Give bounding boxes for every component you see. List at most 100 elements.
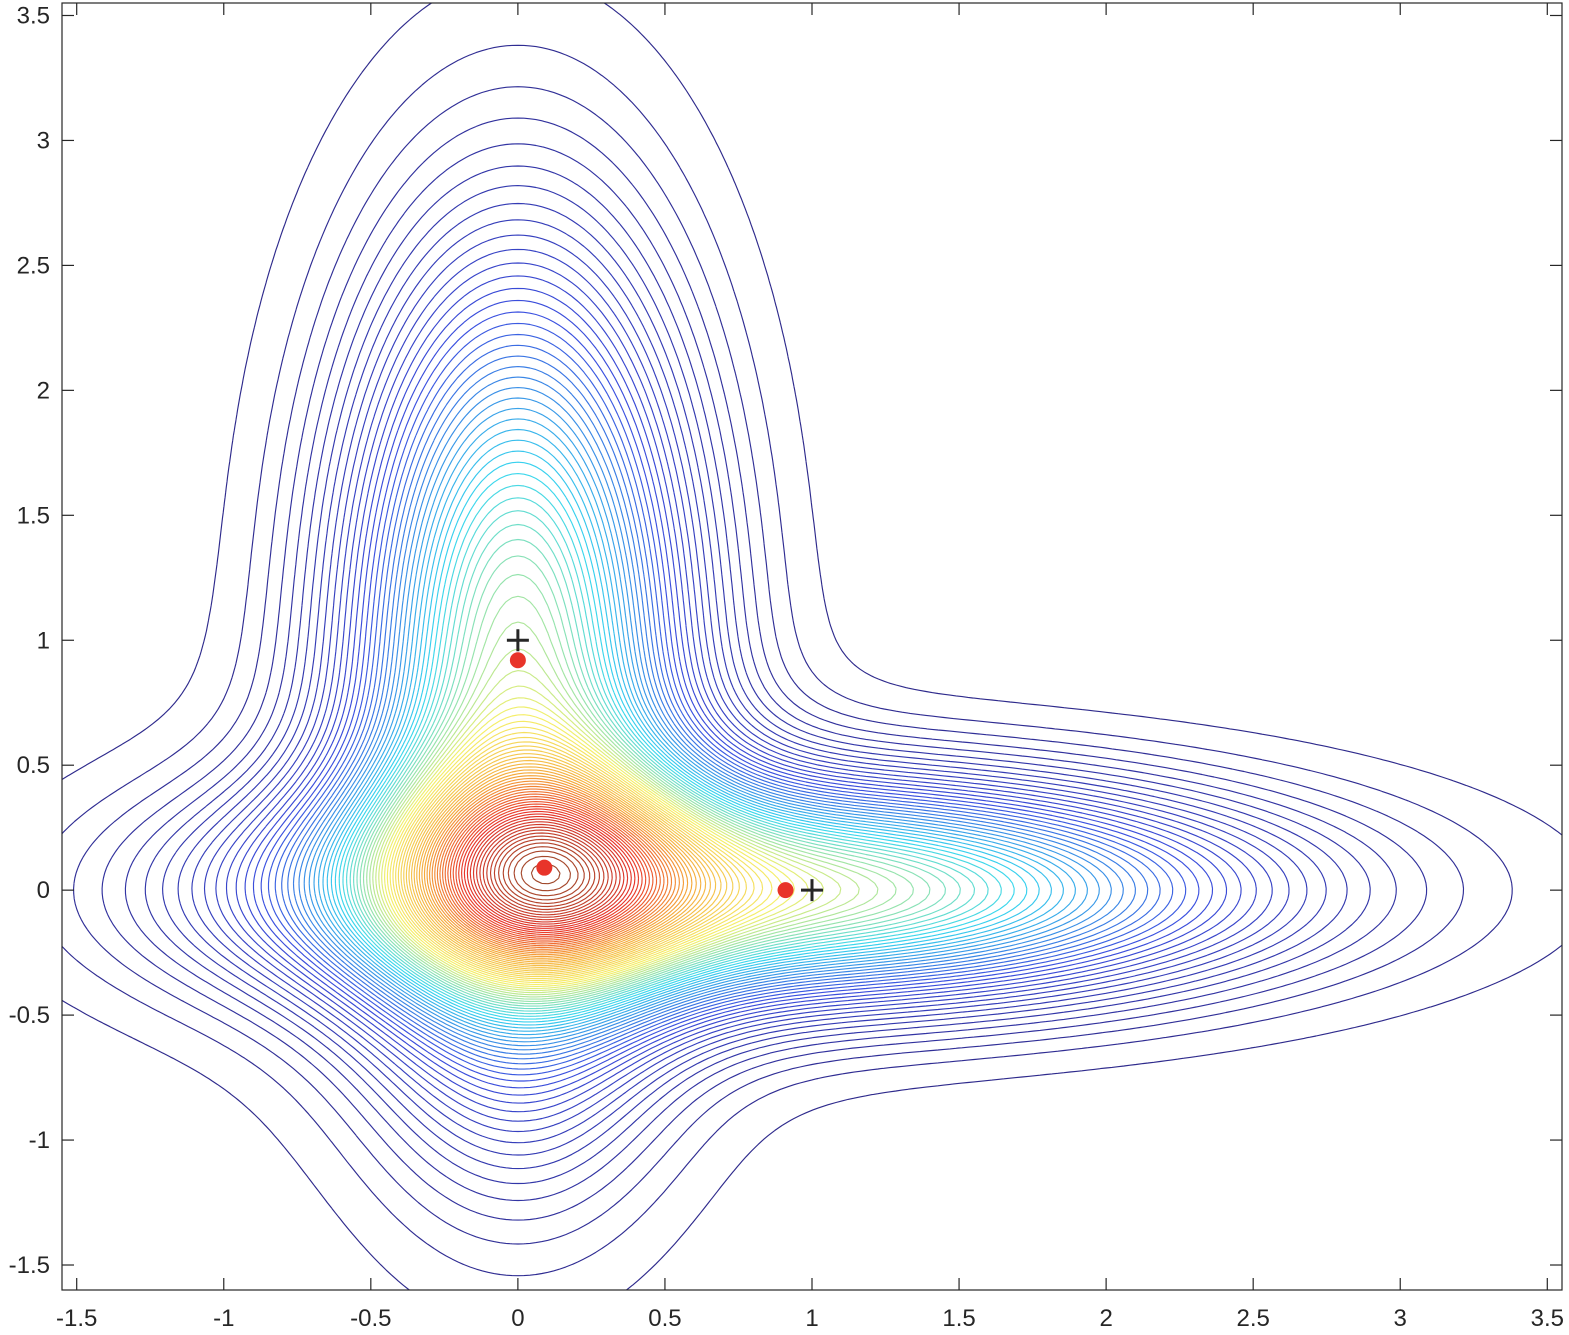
contour-level — [322, 428, 1064, 1032]
contour-level — [318, 418, 1076, 1036]
contour-level — [397, 736, 747, 978]
contour-level — [418, 766, 702, 963]
contour-level — [369, 621, 879, 998]
contour-level — [191, 219, 1308, 1144]
contour-level — [482, 826, 613, 918]
contour-level — [281, 344, 1161, 1065]
contour-level — [405, 749, 728, 972]
contour-level — [267, 322, 1187, 1076]
contour-level — [452, 801, 650, 939]
x-tick-label: 3 — [1394, 1305, 1407, 1332]
y-tick-label: 0.5 — [17, 752, 50, 779]
red-dot-marker — [536, 859, 553, 876]
contour-level — [61, 44, 1513, 1277]
contour-level — [235, 275, 1242, 1104]
contour-level — [349, 510, 976, 1012]
contour-level — [502, 842, 591, 904]
contour-level — [287, 355, 1149, 1060]
y-tick-label: 0 — [37, 877, 50, 904]
contour-level — [308, 397, 1100, 1043]
y-tick-label: 3 — [37, 127, 50, 154]
contour-level — [384, 706, 795, 987]
contour-level — [61, 2, 1563, 1291]
y-axis-ticks: -1.5 -1 -0.5 0 0.5 1 1.5 2 2.5 3 3.5 — [9, 2, 1562, 1279]
x-tick-label: -1 — [213, 1305, 234, 1332]
red-dot-marker — [777, 882, 794, 899]
contour-level — [403, 745, 734, 974]
contour-level — [346, 497, 989, 1015]
contour-level — [395, 731, 755, 980]
y-tick-label: 1 — [37, 627, 50, 654]
contour-level — [356, 538, 946, 1007]
contour-level — [244, 287, 1228, 1096]
contour-level — [389, 720, 773, 983]
contour-level — [429, 777, 685, 956]
contour-level — [472, 818, 625, 925]
y-tick-label: 2 — [37, 377, 50, 404]
contour-level — [461, 808, 640, 933]
y-tick-label: 2.5 — [17, 252, 50, 279]
contour-level — [476, 821, 621, 923]
contour-level — [274, 333, 1174, 1070]
contour-level — [292, 366, 1136, 1055]
x-tick-label: 1 — [805, 1305, 818, 1332]
contour-level — [359, 555, 931, 1005]
contour-level — [439, 788, 669, 949]
contour-level — [313, 407, 1088, 1039]
contour-level — [455, 803, 647, 937]
contour-level — [444, 793, 661, 945]
contour-level — [447, 796, 658, 943]
y-tick-label: 3.5 — [17, 2, 50, 29]
contour-level — [434, 783, 676, 952]
x-tick-label: -0.5 — [350, 1305, 391, 1332]
x-tick-label: 1.5 — [942, 1305, 975, 1332]
contour-level — [334, 461, 1028, 1023]
contour-level — [362, 573, 914, 1002]
contour-level — [303, 387, 1112, 1047]
contour-level — [203, 234, 1290, 1133]
contour-level — [436, 785, 673, 950]
contour-level — [507, 846, 585, 901]
contour-level — [215, 248, 1273, 1122]
contour-level — [458, 805, 643, 935]
contour-level — [416, 763, 707, 965]
contour-level — [400, 741, 740, 976]
x-tick-label: 2 — [1099, 1305, 1112, 1332]
contour-level — [479, 823, 617, 921]
contour-lines — [61, 2, 1563, 1291]
x-tick-label: 3.5 — [1531, 1305, 1564, 1332]
contour-level — [493, 835, 600, 911]
contour-level — [423, 772, 693, 959]
contour-level — [489, 832, 605, 913]
contour-level — [378, 685, 825, 992]
contour-level — [431, 780, 680, 954]
contour-level — [408, 753, 722, 970]
contour-level — [298, 376, 1124, 1051]
contour-level — [469, 816, 629, 927]
contour-level — [486, 829, 609, 916]
contour-level — [375, 670, 842, 994]
x-tick-label: 0.5 — [648, 1305, 681, 1332]
contour-level — [421, 769, 697, 961]
contour-level — [338, 473, 1015, 1020]
contour-level — [342, 484, 1002, 1017]
contour-level — [252, 299, 1214, 1089]
contour-level — [411, 756, 717, 968]
contour-level — [73, 86, 1465, 1245]
y-tick-label: 1.5 — [17, 502, 50, 529]
contour-level — [413, 759, 711, 967]
plus-marker — [801, 879, 823, 902]
x-axis-ticks: -1.5 -1 -0.5 0 0.5 1 1.5 2 2.5 3 3.5 — [56, 3, 1564, 1332]
contour-level — [330, 450, 1040, 1026]
contour-level — [466, 813, 632, 929]
x-tick-label: 2.5 — [1236, 1305, 1269, 1332]
contour-level — [513, 850, 579, 897]
contour-level — [372, 648, 860, 996]
markers — [506, 629, 823, 902]
contour-level — [520, 855, 571, 892]
plus-marker — [506, 629, 529, 652]
x-tick-label: 0 — [511, 1305, 524, 1332]
contour-level — [463, 810, 636, 931]
x-tick-label: -1.5 — [56, 1305, 97, 1332]
y-tick-label: -0.5 — [9, 1002, 50, 1029]
